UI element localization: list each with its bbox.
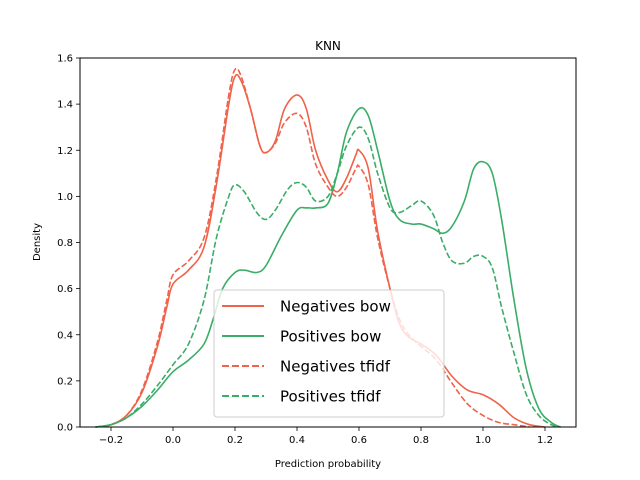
x-tick-label: 0.2: [227, 435, 243, 446]
x-axis-label: Prediction probability: [275, 459, 381, 470]
y-tick-label: 0.8: [57, 238, 73, 249]
legend: Negatives bow Positives bow Negatives tfid…: [213, 289, 445, 418]
x-tick-label: 1.0: [475, 435, 491, 446]
y-tick-label: 1.4: [57, 100, 73, 111]
y-tick-label: 0.6: [57, 284, 73, 295]
y-tick-label: 0.0: [57, 423, 73, 434]
x-tick-label: 0.8: [413, 435, 429, 446]
y-axis: 0.0 0.2 0.4 0.6 0.8 1.0 1.2 1.4 1.6: [57, 54, 80, 434]
x-axis: −0.2 0.0 0.2 0.4 0.6 0.8 1.0 1.2: [99, 427, 553, 446]
legend-box: [213, 289, 445, 418]
series-line-negatives-tfidf: [95, 67, 530, 428]
x-tick-label: −0.2: [99, 435, 123, 446]
x-tick-label: 0.0: [165, 435, 181, 446]
legend-label-positives-tfidf: Positives tfidf: [280, 388, 381, 406]
y-tick-label: 0.2: [57, 376, 73, 387]
legend-label-negatives-tfidf: Negatives tfidf: [280, 358, 391, 376]
legend-label-positives-bow: Positives bow: [280, 328, 381, 346]
y-tick-label: 1.6: [57, 54, 73, 65]
x-tick-label: 0.4: [289, 435, 305, 446]
chart-title: KNN: [315, 39, 341, 53]
x-tick-label: 0.6: [351, 435, 367, 446]
series-line-positives-tfidf: [95, 126, 561, 428]
y-tick-label: 0.4: [57, 330, 73, 341]
y-axis-label: Density: [32, 223, 43, 261]
x-tick-label: 1.2: [537, 435, 553, 446]
legend-label-negatives-bow: Negatives bow: [280, 298, 391, 316]
y-tick-label: 1.0: [57, 192, 73, 203]
series-line-positives-bow: [95, 106, 561, 428]
y-tick-label: 1.2: [57, 146, 73, 157]
